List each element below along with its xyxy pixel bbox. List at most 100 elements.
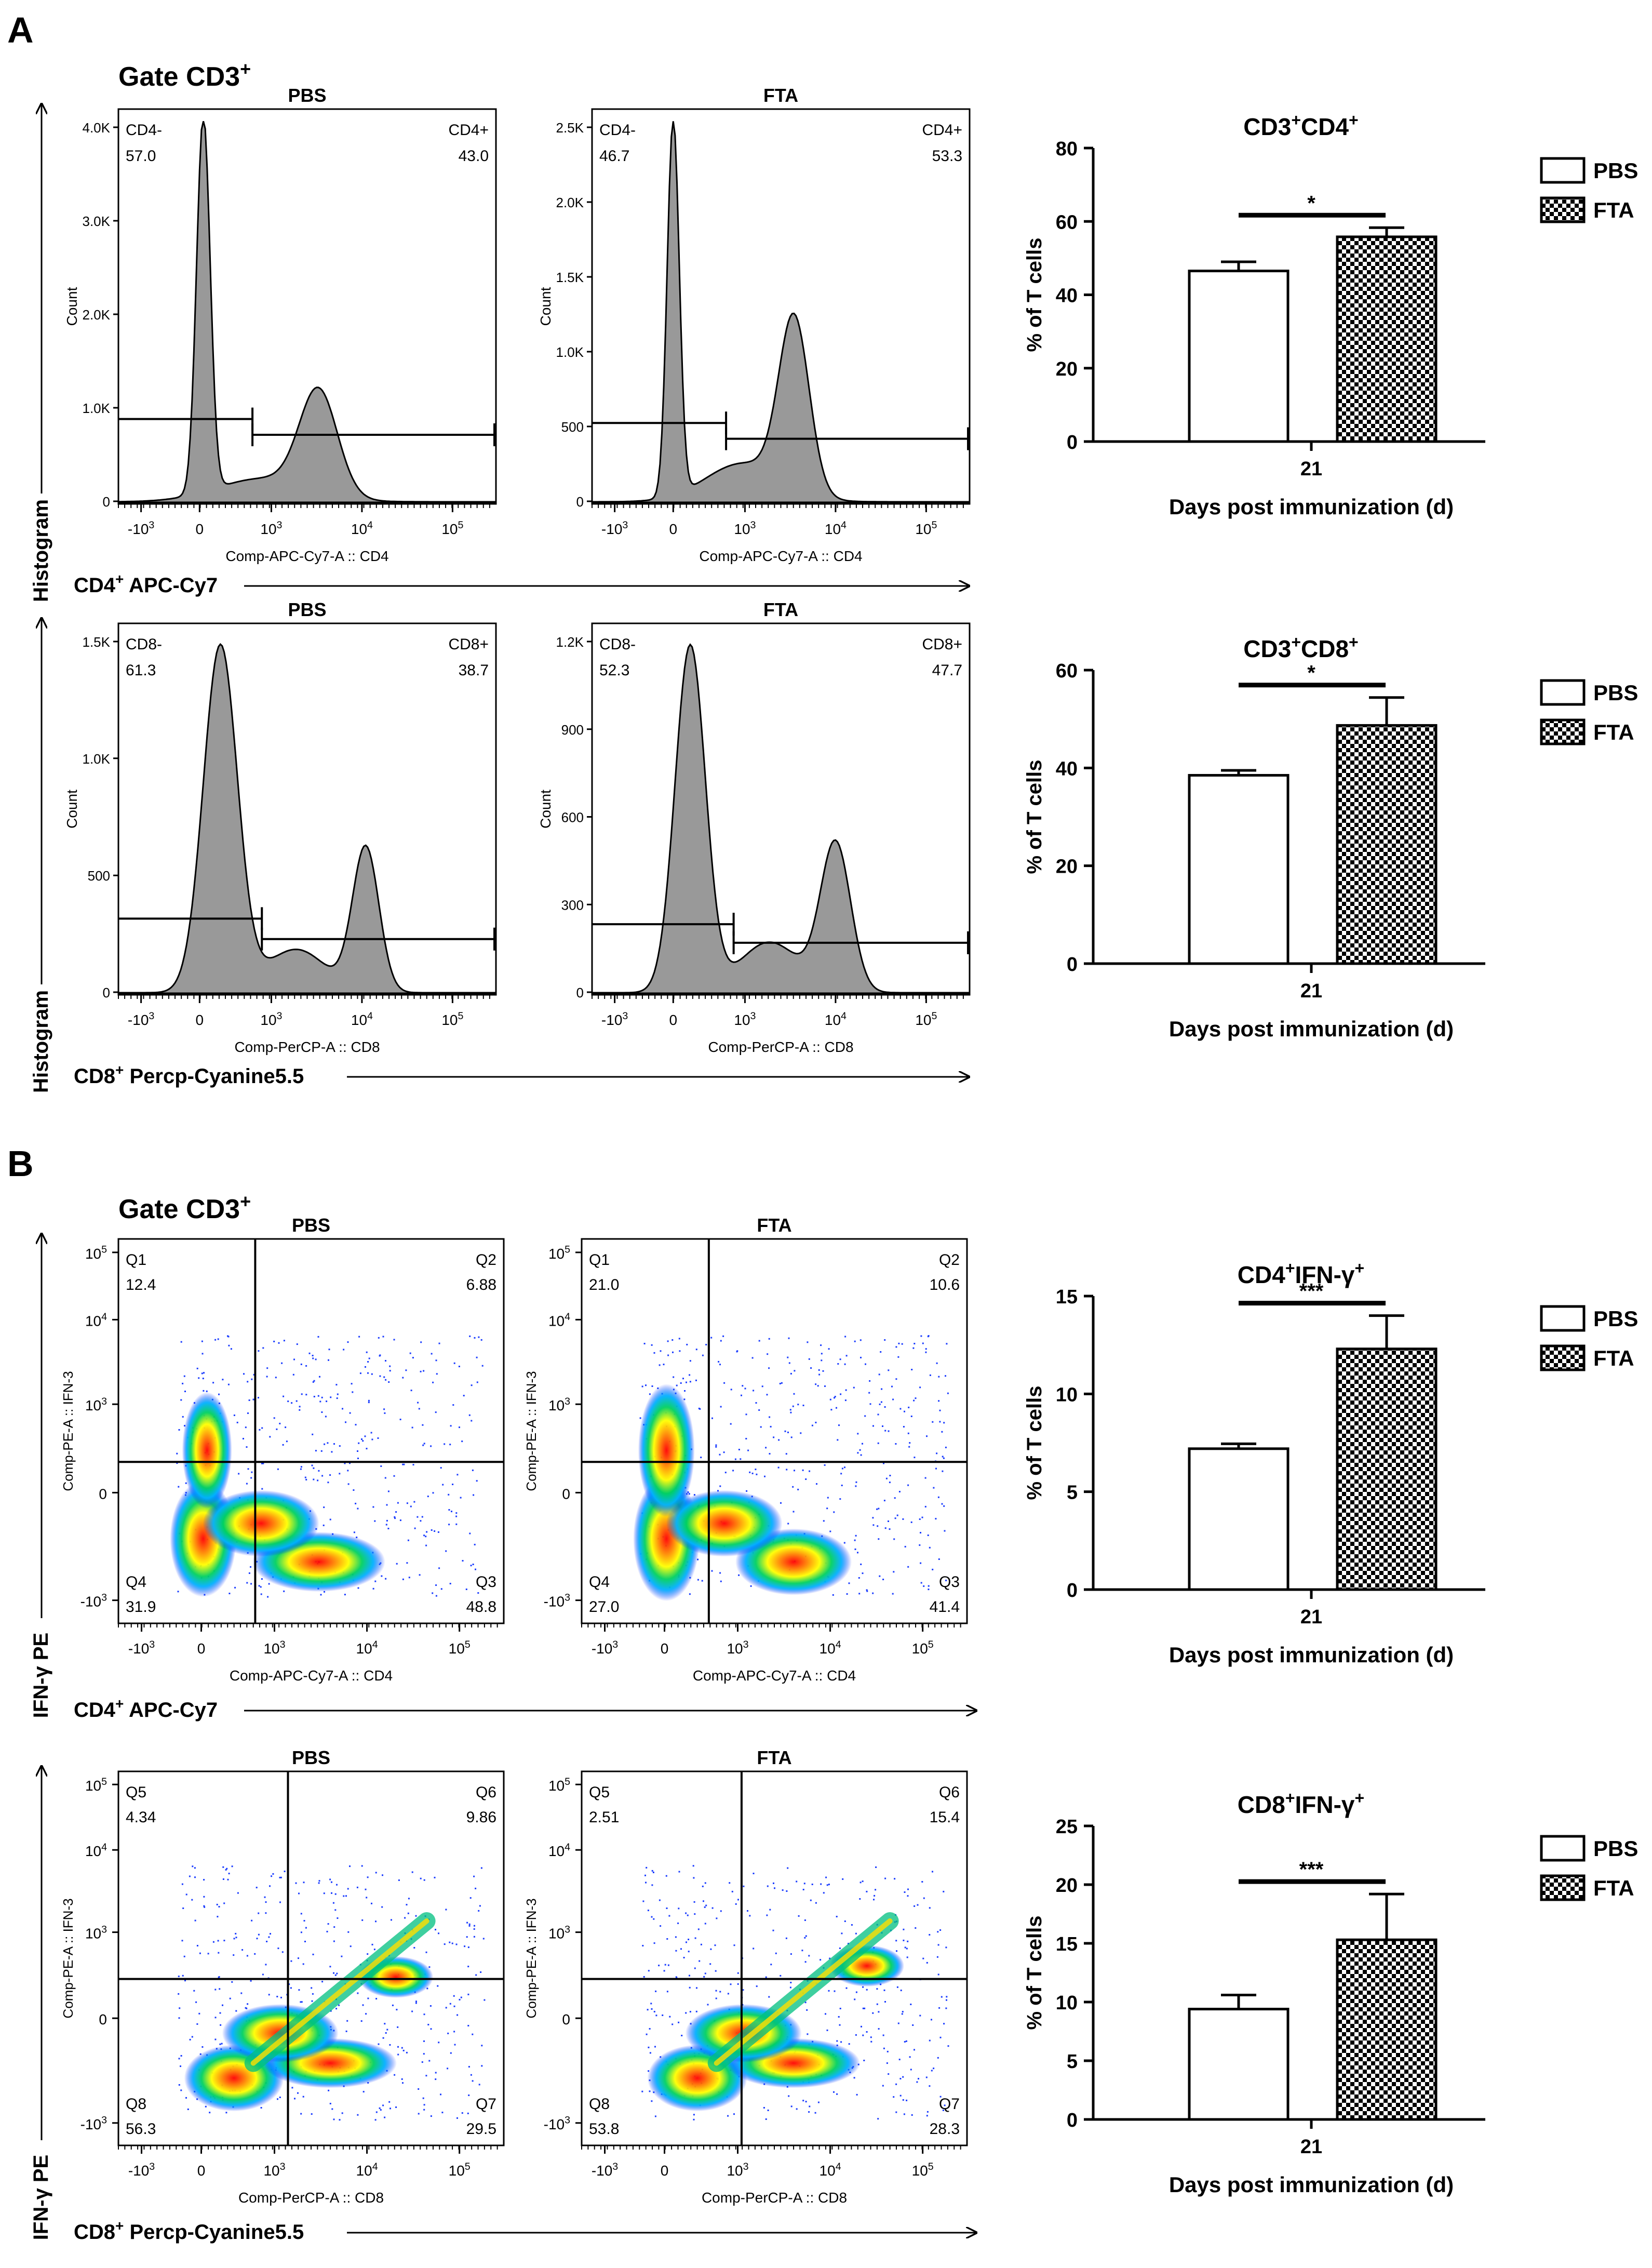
- scatter-dot: [327, 1482, 329, 1484]
- scatter-dot: [680, 1382, 682, 1384]
- x-tick-label-base: 10: [441, 1012, 458, 1028]
- scatter-dot: [767, 1353, 769, 1355]
- scatter-dot: [797, 1404, 799, 1406]
- scatter-dot: [438, 1342, 440, 1344]
- x-tick-label: 0: [196, 521, 204, 537]
- y-tick-label: 15: [1056, 1286, 1078, 1308]
- scatter-dot: [711, 1907, 714, 1909]
- scatter-dot: [848, 1582, 850, 1584]
- scatter-dot: [357, 1458, 359, 1459]
- x-tick-label: 105: [912, 1639, 934, 1657]
- x-tick-label: 21: [1300, 458, 1322, 480]
- scatter-dot: [349, 1865, 351, 1867]
- x-tick-label-base: 10: [356, 1640, 372, 1657]
- scatter-dot: [300, 2113, 302, 2115]
- x-tick-label: 0: [669, 521, 678, 537]
- scatter-dot: [395, 1511, 397, 1513]
- x-axis-label: Comp-APC-Cy7-A :: CD4: [230, 1667, 393, 1684]
- scatter-dot: [312, 1953, 314, 1955]
- scatter-dot: [387, 1490, 390, 1492]
- scatter-dot: [300, 2001, 302, 2003]
- scatter-dot: [874, 1895, 876, 1897]
- scatter-dot: [805, 1935, 807, 1937]
- scatter-dot: [385, 1578, 387, 1580]
- x-tick-label-base: 10: [263, 2163, 279, 2179]
- chart-title-part: CD8: [1238, 1791, 1285, 1818]
- scatter-dot: [246, 1483, 248, 1485]
- scatter-dot: [450, 2052, 452, 2054]
- scatter-dot: [854, 1340, 856, 1342]
- x-tick-label-base: -10: [128, 1012, 149, 1028]
- scatter-dot: [686, 1343, 688, 1345]
- scatter-dot: [742, 1385, 744, 1387]
- y-axis-label: Comp-PE-A :: IFN-3: [523, 1898, 539, 2018]
- scatter-dot: [941, 1431, 943, 1433]
- y-axis-label: % of T cells: [1023, 1385, 1046, 1500]
- scatter-dot: [878, 1507, 880, 1510]
- scatter-dot: [807, 1341, 809, 1343]
- scatter-dot: [895, 1443, 897, 1445]
- scatter-dot: [349, 1462, 351, 1464]
- scatter-dot: [756, 1473, 758, 1475]
- y-tick-label-base: 10: [548, 1843, 565, 1859]
- scatter-dot: [358, 1336, 360, 1338]
- panel-label-a: A: [7, 10, 34, 50]
- scatter-dot: [894, 1497, 896, 1499]
- scatter-dot: [897, 2022, 899, 2024]
- scatter-dot: [382, 2037, 384, 2039]
- x-axis-label: Days post immunization (d): [1169, 1643, 1454, 1667]
- chart-title-sup: +: [1349, 633, 1359, 651]
- scatter-dot: [266, 1376, 268, 1378]
- scatter-dot: [787, 1356, 789, 1358]
- scatter-dot: [411, 1871, 413, 1873]
- scatter-dot: [922, 1957, 924, 1959]
- x-tick-label-base: 10: [351, 1012, 367, 1028]
- scatter-dot: [820, 1883, 822, 1885]
- scatter-dot: [928, 1585, 930, 1587]
- y-tick-label: 103: [85, 1396, 107, 1413]
- scatter-dot: [650, 2003, 652, 2005]
- scatter-dot: [686, 1941, 687, 1943]
- scatter-dot: [367, 1876, 369, 1878]
- scatter-dot: [379, 1375, 381, 1377]
- scatter-dot: [396, 1563, 398, 1565]
- scatter-dot: [435, 1595, 437, 1597]
- scatter-dot: [371, 1943, 373, 1945]
- scatter-dot: [878, 2011, 880, 2013]
- scatter-dot: [383, 1376, 385, 1378]
- scatter-dot: [481, 1365, 483, 1367]
- gate-label-b: Gate CD3+: [118, 1191, 251, 1224]
- scatter-dot: [372, 1587, 374, 1590]
- scatter-dot: [206, 1390, 208, 1392]
- scatter-dot: [838, 2016, 840, 2018]
- x-tick-label-sup: 5: [458, 519, 464, 531]
- scatter-dot: [854, 1548, 856, 1550]
- legend-swatch-pbs: [1540, 1835, 1586, 1862]
- scatter-dot: [473, 1936, 475, 1938]
- significance-label: ***: [1299, 1280, 1324, 1303]
- scatter-dot: [423, 2109, 425, 2111]
- scatter-dot: [458, 1366, 460, 1367]
- scatter-dot: [402, 2049, 405, 2051]
- scatter-dot: [298, 1892, 300, 1895]
- x-tick-label: 103: [734, 1010, 756, 1028]
- scatter-dot: [415, 2000, 417, 2003]
- scatter-dot: [182, 1416, 184, 1418]
- scatter-dot: [938, 2007, 941, 2009]
- histogram-plot-pbs: PBSCD4-57.0CD4+43.001.0K2.0K3.0K4.0KCoun…: [64, 85, 497, 564]
- scatter-dot: [826, 2029, 828, 2031]
- scatter-dot: [362, 2004, 364, 2006]
- scatter-dot: [909, 1442, 911, 1444]
- scatter-dot: [470, 1565, 472, 1567]
- scatter-dot: [730, 1423, 732, 1425]
- scatter-dot: [836, 2093, 838, 2095]
- scatter-dot: [841, 1467, 843, 1470]
- scatter-dot: [924, 1505, 926, 1507]
- scatter-dot: [946, 1999, 947, 2001]
- scatter-dot: [283, 1340, 285, 1342]
- scatter-dot: [449, 1444, 451, 1446]
- scatter-dot: [444, 1943, 446, 1945]
- scatter-dot: [816, 1483, 817, 1485]
- scatter-dot: [879, 1575, 881, 1577]
- plot-frame: [581, 1770, 968, 2146]
